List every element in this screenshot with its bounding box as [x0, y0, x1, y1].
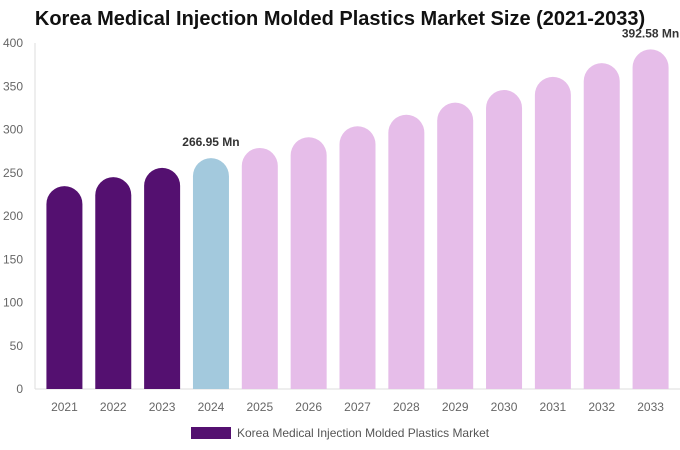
bar-2028	[388, 114, 425, 390]
y-tick-label: 400	[3, 36, 23, 50]
x-tick-label: 2021	[51, 400, 78, 414]
bar-2023	[144, 167, 181, 389]
data-label: 266.95 Mn	[182, 135, 239, 149]
bar-2022	[95, 177, 132, 389]
x-tick-label: 2022	[100, 400, 127, 414]
bar-2024	[192, 158, 229, 389]
y-tick-label: 100	[3, 296, 23, 310]
x-tick-label: 2029	[442, 400, 469, 414]
bar-2029	[437, 102, 474, 389]
x-tick-label: 2026	[295, 400, 322, 414]
x-tick-label: 2030	[491, 400, 518, 414]
y-tick-label: 200	[3, 209, 23, 223]
bar-2032	[583, 63, 620, 389]
bar-2031	[534, 76, 571, 390]
x-tick-label: 2023	[149, 400, 176, 414]
x-tick-label: 2033	[637, 400, 664, 414]
y-tick-label: 0	[16, 382, 23, 396]
y-tick-label: 300	[3, 123, 23, 137]
x-tick-label: 2027	[344, 400, 371, 414]
y-tick-label: 150	[3, 252, 23, 266]
y-tick-label: 350	[3, 79, 23, 93]
x-tick-label: 2024	[198, 400, 225, 414]
x-tick-label: 2025	[246, 400, 273, 414]
bar-2033	[632, 49, 669, 389]
x-tick-label: 2028	[393, 400, 420, 414]
legend-swatch	[191, 427, 231, 439]
y-tick-label: 250	[3, 166, 23, 180]
x-tick-label: 2031	[540, 400, 567, 414]
x-tick-label: 2032	[588, 400, 615, 414]
bar-2026	[290, 137, 327, 389]
bar-2021	[46, 186, 83, 389]
chart-title: Korea Medical Injection Molded Plastics …	[34, 8, 646, 30]
bar-2025	[241, 147, 278, 389]
legend: Korea Medical Injection Molded Plastics …	[191, 426, 489, 440]
bar-2030	[486, 90, 523, 390]
bar-2027	[339, 126, 376, 389]
y-tick-label: 50	[10, 339, 24, 353]
legend-label: Korea Medical Injection Molded Plastics …	[237, 426, 490, 440]
data-label: 392.58 Mn	[622, 26, 679, 40]
